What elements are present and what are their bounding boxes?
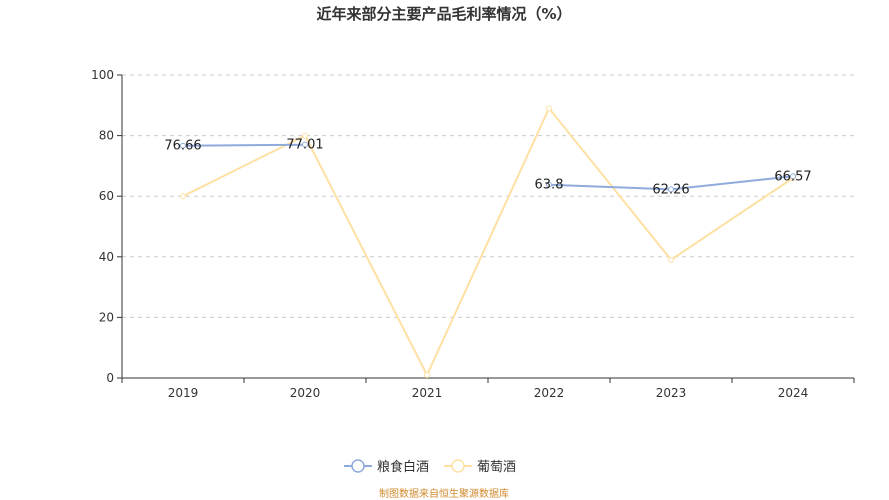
series-line-1-0	[182, 106, 794, 378]
y-tick-label-80: 80	[99, 129, 114, 143]
axes: 0 20 40 60 80 100 2019 2020 2021 2022 2023 2024	[91, 68, 855, 400]
data-labels: 76.66 77.01 63.8 62.26 66.57	[164, 138, 811, 198]
legend-label-0: 粮食白酒	[377, 459, 429, 475]
x-tick-label-2020: 2020	[290, 386, 321, 400]
legend-item-1[interactable]: 葡萄酒	[444, 459, 516, 475]
legend-marker-1	[451, 459, 465, 473]
point-0-2019	[180, 142, 186, 149]
point-0-2022	[546, 181, 552, 188]
data-label-0-2019: 76.66	[164, 139, 201, 154]
data-label-0-2024: 66.57	[774, 169, 811, 184]
x-tick-label-2021: 2021	[412, 386, 443, 400]
series-layer	[180, 105, 796, 378]
data-label-0-2022: 63.8	[535, 178, 564, 193]
point-0-2020	[302, 141, 308, 148]
y-tick-label-40: 40	[99, 250, 114, 264]
y-tick-label-60: 60	[99, 189, 114, 203]
y-tick-label-100: 100	[91, 68, 114, 82]
point-1-2019	[180, 193, 186, 200]
legend-label-1: 葡萄酒	[477, 460, 516, 475]
data-label-0-2023: 62.26	[652, 182, 689, 197]
gridlines	[122, 74, 854, 318]
x-tick-label-2022: 2022	[534, 386, 565, 400]
point-0-2024	[790, 173, 796, 180]
legend-item-0[interactable]: 粮食白酒	[344, 459, 429, 475]
chart-title: 近年来部分主要产品毛利率情况（%）	[316, 5, 571, 23]
y-tick-label-0: 0	[106, 371, 114, 385]
data-label-0-2020: 77.01	[286, 138, 323, 153]
x-tick-label-2019: 2019	[168, 386, 199, 400]
point-1-2021	[424, 371, 430, 378]
legend-marker-0	[351, 459, 365, 473]
point-1-2020	[302, 132, 308, 139]
series-1	[180, 105, 796, 378]
y-tick-label-20: 20	[99, 310, 114, 324]
point-0-2023	[668, 186, 674, 193]
point-1-2023	[668, 256, 674, 263]
series-line-0-0	[182, 143, 306, 147]
series-0	[180, 141, 796, 193]
x-tick-label-2024: 2024	[778, 386, 809, 400]
x-tick-label-2023: 2023	[656, 386, 687, 400]
source-note: 制图数据来自恒生聚源数据库	[379, 487, 509, 500]
legend[interactable]: 粮食白酒 葡萄酒	[344, 459, 516, 475]
point-1-2022	[546, 105, 552, 112]
